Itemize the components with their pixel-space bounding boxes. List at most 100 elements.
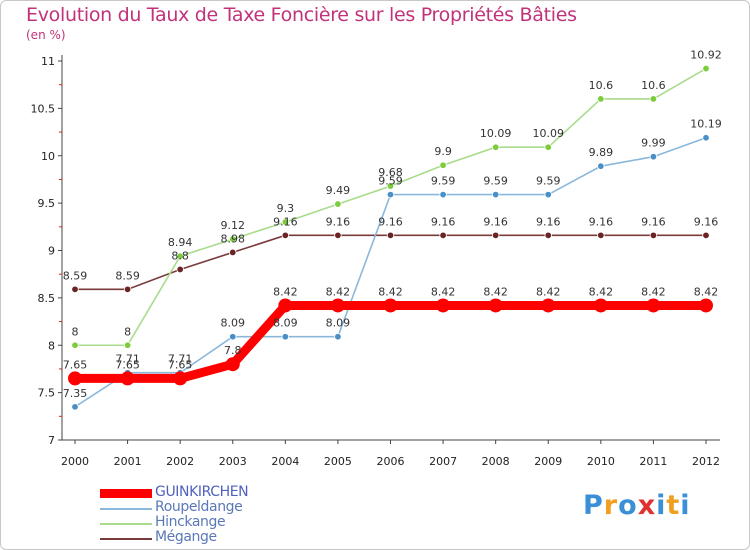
y-tick-label: 11 (41, 55, 55, 68)
data-label: 8.42 (536, 285, 561, 298)
data-label: 9.16 (536, 215, 561, 228)
data-label: 9.3 (277, 202, 295, 215)
data-label: 8.59 (115, 269, 140, 282)
data-label: 9.68 (378, 166, 403, 179)
legend-label: Hinckange (155, 514, 226, 530)
x-tick-label: 2000 (61, 455, 89, 468)
x-tick-label: 2006 (377, 455, 405, 468)
data-label: 9.16 (589, 215, 614, 228)
legend-swatch (100, 523, 152, 525)
data-point (699, 298, 713, 313)
legend-swatch (100, 538, 152, 540)
y-tick-label: 8.5 (38, 292, 56, 305)
data-label: 9.9 (434, 145, 452, 158)
x-tick-label: 2008 (482, 455, 510, 468)
data-label: 7.35 (63, 387, 88, 400)
data-label: 9.59 (378, 175, 403, 188)
logo-letter: o (618, 490, 638, 521)
data-point (597, 162, 605, 170)
y-tick-label: 10.5 (31, 102, 56, 115)
data-label: 8.42 (641, 285, 666, 298)
data-point (71, 341, 79, 349)
data-point (646, 298, 661, 313)
x-tick-label: 2002 (166, 455, 194, 468)
data-label: 8.42 (589, 285, 614, 298)
data-label: 9.89 (589, 146, 614, 159)
x-tick-label: 2004 (271, 455, 299, 468)
x-tick-label: 2012 (692, 455, 720, 468)
data-label: 8.98 (221, 232, 246, 245)
data-point (123, 285, 132, 294)
data-label: 7.71 (115, 353, 140, 366)
data-label: 7.65 (63, 358, 88, 371)
data-point (281, 333, 290, 341)
data-label: 8.42 (273, 285, 298, 298)
y-tick-label: 7 (48, 434, 55, 447)
legend-label: Roupeldange (155, 499, 243, 515)
data-point (334, 200, 342, 208)
data-label: 9.49 (326, 184, 351, 197)
data-point (702, 231, 710, 240)
x-tick-label: 2005 (324, 455, 352, 468)
data-label: 9.59 (536, 175, 561, 188)
data-point (439, 231, 447, 240)
y-tick-label: 9 (48, 245, 55, 258)
x-tick-label: 2003 (219, 455, 247, 468)
data-point (120, 371, 135, 386)
logo-letter: t (666, 490, 681, 521)
x-tick-label: 2011 (639, 455, 667, 468)
data-point (491, 231, 500, 240)
data-point (386, 190, 395, 199)
data-label: 9.59 (431, 175, 456, 188)
data-label: 8.42 (326, 285, 351, 298)
data-point (702, 134, 710, 142)
legend-label: GUINKIRCHEN (155, 484, 249, 500)
data-point (71, 403, 79, 411)
data-label: 9.16 (378, 215, 403, 228)
data-point (68, 371, 82, 386)
data-point (334, 231, 342, 240)
data-point (593, 298, 608, 313)
logo-letter: x (637, 490, 657, 521)
data-point (488, 298, 503, 313)
data-point (281, 218, 290, 226)
data-point (71, 285, 79, 294)
data-point (597, 231, 605, 240)
data-point (225, 357, 240, 372)
y-tick-label: 10 (41, 150, 55, 163)
data-point (334, 333, 342, 341)
data-label: 8.42 (378, 285, 403, 298)
data-label: 7.65 (168, 358, 193, 371)
data-label: 8.42 (431, 285, 456, 298)
data-point (597, 95, 605, 103)
data-label: 10.19 (690, 118, 722, 131)
data-label: 9.59 (483, 175, 508, 188)
data-point (491, 143, 500, 151)
data-label: 8.8 (171, 249, 189, 262)
data-point (541, 298, 556, 313)
data-label: 8.94 (168, 236, 193, 249)
data-label: 7.65 (115, 358, 140, 371)
data-point (123, 341, 132, 349)
logo-letter: i (656, 490, 667, 521)
legend-swatch (100, 489, 152, 498)
data-label: 9.12 (221, 219, 246, 232)
legend-swatch (100, 508, 152, 510)
data-label: 7.8 (224, 344, 242, 357)
logo-letter: i (680, 490, 691, 521)
data-label: 8.09 (326, 317, 351, 330)
data-label: 7.71 (168, 353, 193, 366)
legend-label: Mégange (155, 529, 217, 545)
data-point (439, 161, 447, 169)
data-label: 8.42 (483, 285, 508, 298)
data-label: 8.59 (63, 269, 88, 282)
data-point (544, 190, 552, 199)
data-point (173, 371, 188, 386)
data-point (649, 152, 658, 161)
data-label: 10.6 (641, 79, 666, 92)
data-label: 9.16 (431, 215, 456, 228)
data-point (544, 231, 552, 240)
data-point (229, 333, 237, 341)
data-point (176, 265, 184, 274)
